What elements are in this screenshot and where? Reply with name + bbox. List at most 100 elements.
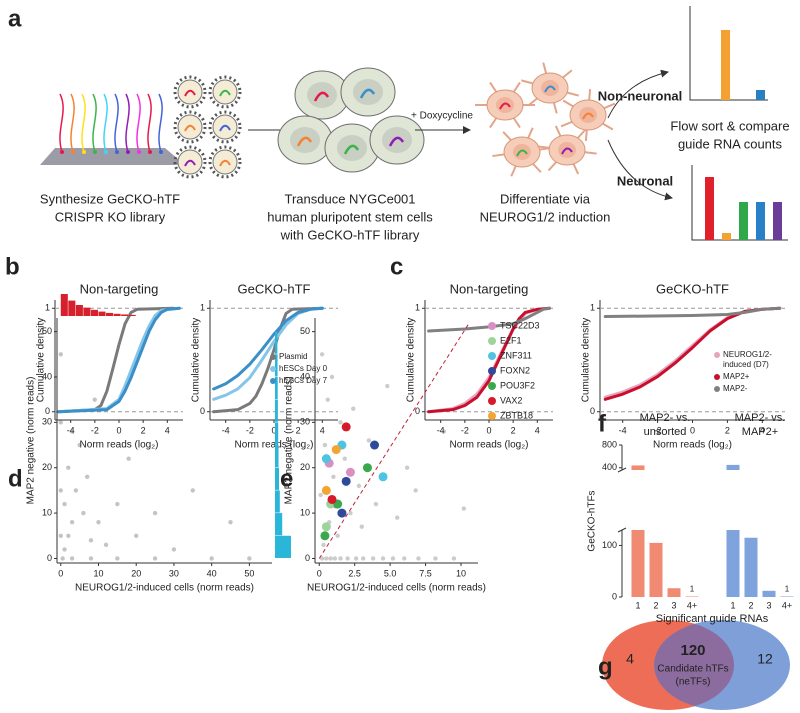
point xyxy=(360,556,366,561)
point xyxy=(416,556,421,561)
point xyxy=(171,547,177,552)
point xyxy=(324,556,329,561)
point xyxy=(348,510,353,516)
highlight-point xyxy=(341,422,351,432)
y-tick-label: 0 xyxy=(590,406,595,416)
legend-label: Plasmid xyxy=(279,352,308,361)
y-tick-label: 30 xyxy=(42,417,52,427)
oligo-end xyxy=(115,150,119,154)
point xyxy=(88,556,94,561)
ecdf-curve xyxy=(57,306,175,414)
point xyxy=(373,501,379,507)
legend-label: E2F1 xyxy=(500,335,522,345)
oligo-end xyxy=(148,150,152,154)
point xyxy=(134,533,139,538)
marginal-bar xyxy=(106,312,114,316)
schematic-axis xyxy=(689,6,768,101)
marginal-bar xyxy=(275,331,278,354)
branch-arrow xyxy=(607,139,673,201)
marginal-bar xyxy=(98,311,106,316)
x-tick-label: 1 xyxy=(730,600,735,610)
highlight-point xyxy=(362,463,372,473)
legend-marker xyxy=(270,378,276,384)
cell-guide xyxy=(388,136,405,147)
ecdf-curve xyxy=(212,306,324,391)
x-tick-label: 0 xyxy=(271,425,276,435)
virus xyxy=(212,79,238,105)
marginal-bar xyxy=(83,307,91,316)
point xyxy=(126,456,131,461)
y-tick-label: 0 xyxy=(612,591,617,601)
x-tick-label: 2 xyxy=(141,425,146,435)
nucleus xyxy=(579,107,597,123)
venn-count: 4 xyxy=(626,651,634,667)
point xyxy=(332,556,338,561)
y-tick-label: 50 xyxy=(300,326,310,336)
legend-label: hESCs Day 0 xyxy=(279,364,328,373)
virus-spikes xyxy=(208,110,242,144)
point xyxy=(58,420,63,425)
highlight-point xyxy=(341,476,351,486)
bar-cap xyxy=(726,464,740,470)
schematic-bar xyxy=(721,30,730,100)
x-tick-label: -2 xyxy=(246,425,254,435)
y-axis-label: MAP2 negative (norm reads) xyxy=(284,377,295,505)
marginal-bar xyxy=(275,513,283,536)
point xyxy=(441,429,447,434)
step-caption: with GeCKO-hTF library xyxy=(280,227,420,242)
x-axis-label: NEUROG1/2-induced cells (norm reads) xyxy=(75,583,254,594)
branch-label: Non-neuronal xyxy=(598,88,683,103)
x-tick-label: 0 xyxy=(486,425,491,435)
schematic-bar xyxy=(722,233,731,240)
legend: NEUROG1/2-induced (D7) MAP2+ MAP2- xyxy=(714,350,788,396)
virus-guide xyxy=(184,124,196,132)
bar xyxy=(685,596,699,597)
readout-label: Flow sort & compare xyxy=(670,118,789,133)
value-label: 1 xyxy=(690,585,695,594)
oligo-end xyxy=(126,150,130,154)
step-caption: Synthesize GeCKO-hTF xyxy=(40,191,180,206)
highlight-point xyxy=(378,472,388,482)
marginal-bar xyxy=(128,314,136,316)
point xyxy=(58,533,63,538)
point xyxy=(69,429,75,434)
legend-marker xyxy=(270,354,276,360)
cell-guide xyxy=(499,102,511,110)
x-tick-label: 0 xyxy=(116,425,121,435)
readout-label: guide RNA counts xyxy=(678,136,783,151)
marginal-bar xyxy=(275,490,280,513)
nucleus xyxy=(353,79,383,105)
oligo xyxy=(92,93,97,153)
y-tick-label: 50 xyxy=(42,326,52,336)
schematic-bar xyxy=(756,90,765,100)
point xyxy=(395,515,400,520)
bar-cap xyxy=(631,465,645,470)
group-title: MAP2- vs. xyxy=(735,412,786,424)
point xyxy=(73,488,79,493)
x-tick-label: -4 xyxy=(619,425,627,435)
legend-label: VAX2 xyxy=(500,395,522,405)
ecdf-curve xyxy=(57,306,181,414)
highlight-point xyxy=(321,454,331,464)
y-axis-label: Cumulative density xyxy=(406,318,417,402)
oligo-end xyxy=(82,150,86,154)
legend-label: POU3F2 xyxy=(500,380,535,390)
x-tick-label: 2 xyxy=(511,425,516,435)
y-axis-label: MAP2 negative (norm reads) xyxy=(26,377,37,505)
x-tick-label: 2 xyxy=(725,425,730,435)
point xyxy=(321,542,326,548)
legend-item: MAP2+ xyxy=(714,372,788,382)
point xyxy=(325,397,330,402)
schematic-bar xyxy=(705,177,714,240)
legend-label: TSC22D3 xyxy=(500,320,540,330)
marginal-bar xyxy=(113,313,121,316)
oligo xyxy=(103,93,108,153)
x-tick-label: 2 xyxy=(296,425,301,435)
y-tick-label: 0 xyxy=(45,406,50,416)
virus xyxy=(177,114,203,140)
ecdf-curve xyxy=(427,306,551,333)
venn-count: 12 xyxy=(757,651,773,667)
virus xyxy=(212,114,238,140)
virus-guide xyxy=(219,89,231,97)
point xyxy=(335,533,340,538)
